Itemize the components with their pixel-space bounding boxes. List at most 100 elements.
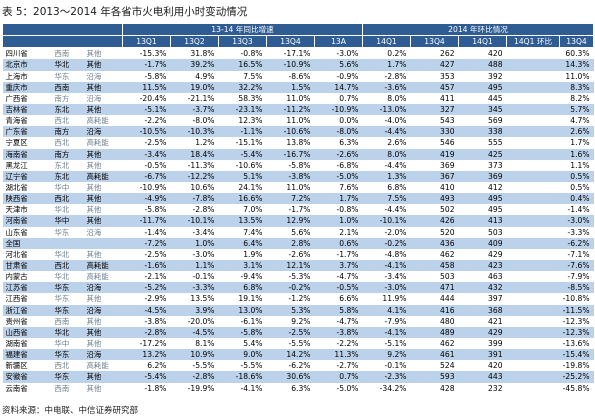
value-cell: 1.1%: [570, 160, 590, 170]
value-cell: 10.9%: [170, 349, 219, 361]
value-cell: 427: [410, 59, 459, 71]
value-cell: -10.6%: [266, 126, 315, 138]
type-cell: 其他: [83, 326, 123, 338]
region-cell: 东北: [51, 170, 84, 182]
type-cell: 其他: [86, 316, 102, 326]
value-cell: -6.7%: [122, 170, 171, 182]
type-cell: 沿海: [83, 126, 123, 138]
value-cell: -5.8%: [218, 326, 267, 338]
value-cell: -4.1%: [362, 326, 411, 338]
value-cell: 416: [410, 304, 459, 316]
value-cell: -10.1%: [362, 215, 411, 227]
value-cell: 11.9%: [382, 294, 407, 304]
value-cell: 495: [458, 193, 507, 205]
region-cell: 西南: [54, 49, 70, 59]
value-cell: -3.3%: [170, 282, 219, 294]
province-cell: 安徽省: [2, 371, 52, 383]
value-cell: 0.6%: [314, 237, 363, 249]
table-row: 山西省 华北 其他 -2.8% -4.5% -5.8% -2.5% -3.8% -4.1% 489…: [2, 326, 594, 338]
value-cell: -0.5%: [314, 282, 363, 294]
province-cell: 江西省: [5, 294, 28, 304]
province-cell: 福建省: [2, 349, 52, 361]
value-cell: 2.8%: [266, 237, 315, 249]
value-cell: -0.5%: [144, 160, 167, 170]
region-cell: 西南: [54, 383, 70, 393]
value-cell: 58.3%: [238, 93, 263, 103]
value-cell: -7.2%: [122, 237, 171, 249]
header-blank-2: [1, 35, 124, 49]
value-cell: -10.3%: [170, 126, 219, 138]
province-cell: 河南省: [2, 215, 52, 227]
value-cell: -7.9%: [384, 316, 407, 326]
value-cell: -12.3%: [562, 316, 590, 326]
value-cell: 493: [410, 193, 459, 205]
utilization-table: 13-14 年同比增速 2014 年环比情况 13Q1 13Q2 13Q3 13…: [1, 22, 595, 394]
table-row: 北京市 华北 其他 -1.7% 39.2% 16.5% -10.9% 5.6% 1.7% 427 4…: [2, 59, 594, 71]
value-cell: 0.5%: [570, 183, 590, 193]
table-row: 浙江省 华东 沿海 -4.5% 3.9% 13.0% 5.3% 5.8% 4.1% 416 368 -…: [2, 304, 594, 316]
province-cell: 天津市: [5, 205, 28, 215]
col-header: 14Q1: [362, 35, 412, 49]
table-row: 黑龙江 东北 其他 -0.5% -11.3% -10.6% -5.8% -6.8% -4.4% 3…: [3, 160, 594, 171]
value-cell: -0.2%: [266, 282, 315, 294]
value-cell: 11.0%: [286, 116, 311, 126]
value-cell: 7.5%: [243, 71, 263, 81]
value-cell: 503: [488, 227, 503, 237]
value-cell-blank: [507, 93, 560, 104]
table-row: 山东省 华东 沿海 -1.4% -3.4% 7.4% 5.6% 2.1% -2.0% 520 503…: [3, 227, 594, 238]
value-cell-blank: [506, 215, 560, 227]
value-cell: -23.1%: [218, 103, 267, 116]
value-cell: -4.4%: [362, 126, 411, 138]
value-cell: -8.0%: [314, 126, 363, 138]
region-cell: 南方: [51, 148, 84, 160]
value-cell: 410: [440, 183, 455, 193]
region-cell: 华北: [51, 326, 84, 338]
value-cell: -4.8%: [384, 249, 407, 259]
value-cell: 8.1%: [195, 339, 215, 348]
value-cell: 569: [488, 116, 503, 126]
table-row: 海南省 南方 其他 -3.4% 18.4% -5.4% -16.7% -2.6% 8.0% 419…: [2, 148, 594, 160]
value-cell-blank: [507, 71, 560, 82]
value-cell: 495: [458, 81, 507, 93]
value-cell: 3.9%: [170, 304, 219, 316]
value-cell: 480: [440, 316, 455, 326]
value-cell: -2.8%: [122, 326, 171, 338]
province-cell: 海南省: [2, 148, 52, 160]
col-header: 14Q1 环比: [506, 35, 561, 49]
value-cell-blank: [507, 383, 560, 394]
type-cell: 其他: [83, 59, 123, 71]
table-row: 辽宁省 东北 高耗能 -6.7% -12.2% 5.1% -3.8% -5.0% 1.3% 367…: [2, 170, 594, 182]
value-cell: 13.8%: [286, 138, 311, 148]
value-cell: -2.6%: [288, 249, 311, 259]
value-cell: 457: [410, 81, 459, 93]
province-cell: 四川省: [5, 49, 28, 59]
value-cell: 6.3%: [339, 138, 359, 148]
value-cell: 495: [488, 205, 503, 215]
value-cell-blank: [507, 338, 560, 349]
value-cell: 1.6%: [559, 148, 594, 160]
value-cell: 9.0%: [218, 349, 267, 361]
value-cell: 432: [458, 282, 507, 294]
value-cell: -2.5%: [266, 326, 315, 338]
value-cell: -20.4%: [139, 93, 167, 103]
value-cell: 1.5%: [266, 81, 315, 93]
value-cell: 462: [440, 249, 455, 259]
province-cell: 青海省: [5, 116, 28, 126]
value-cell: 353: [440, 71, 455, 81]
value-cell: 368: [458, 304, 507, 316]
value-cell: 4.1%: [362, 304, 411, 316]
value-cell: 0.4%: [559, 193, 594, 205]
value-cell-blank: [506, 282, 560, 294]
value-cell: -6.8%: [336, 160, 359, 170]
value-cell: -21.1%: [187, 93, 215, 103]
value-cell: 524: [440, 361, 455, 371]
type-cell: 高耗能: [86, 138, 109, 148]
value-cell: 13.5%: [218, 215, 267, 227]
value-cell: -11.5%: [559, 304, 594, 316]
province-cell: 广东省: [2, 126, 52, 138]
value-cell: 4.7%: [570, 116, 590, 126]
value-cell: 420: [488, 361, 503, 371]
col-header: 13Q4: [410, 35, 460, 49]
value-cell: -17.2%: [139, 339, 167, 348]
value-cell: 391: [458, 349, 507, 361]
